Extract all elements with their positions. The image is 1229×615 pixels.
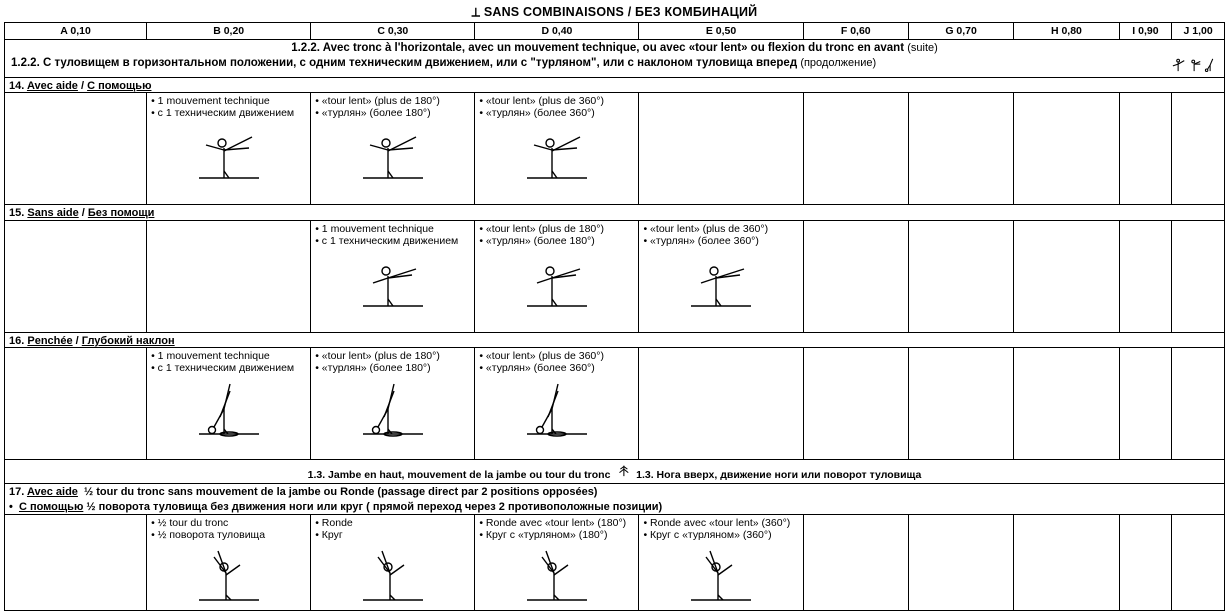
cell-16.J — [1172, 348, 1225, 460]
cell-14.F — [803, 93, 908, 205]
figure-legup-icon — [194, 545, 264, 603]
col-I: I 0,90 — [1119, 23, 1172, 40]
col-J: J 1,00 — [1172, 23, 1225, 40]
difficulty-table: A 0,10 B 0,20 C 0,30 D 0,40 E 0,50 F 0,6… — [4, 22, 1225, 611]
figure-arabesque-free-icon — [686, 251, 756, 309]
row-15.title: 15. Sans aide / Без помощи — [5, 205, 1225, 221]
cell-14.J — [1172, 93, 1225, 205]
row-14.content: • 1 mouvement technique• с 1 техническим… — [5, 93, 1225, 205]
figure-arabesque-hold-icon — [194, 123, 264, 181]
figure-arabesque-free-icon — [522, 251, 592, 309]
cell-16.F — [803, 348, 908, 460]
col-F: F 0,60 — [803, 23, 908, 40]
col-D: D 0,40 — [475, 23, 639, 40]
cell-17G — [908, 514, 1013, 610]
figure-penche-icon — [522, 379, 592, 437]
col-C: C 0,30 — [311, 23, 475, 40]
cell-16.B: • 1 mouvement technique• с 1 техническим… — [147, 348, 311, 460]
cell-15.A — [5, 220, 147, 332]
section-122-ru: 1.2.2. С туловищем в горизонтальном поло… — [5, 57, 1225, 77]
cell-17J — [1172, 514, 1225, 610]
cell-17E: • Ronde avec «tour lent» (360°)• Круг с … — [639, 514, 803, 610]
cell-16.D: • «tour lent» (plus de 360°)• «турлян» (… — [475, 348, 639, 460]
cell-17C: • Ronde• Круг — [311, 514, 475, 610]
cell-14.C: • «tour lent» (plus de 180°)• «турлян» (… — [311, 93, 475, 205]
cell-16.G — [908, 348, 1013, 460]
figure-penche-icon — [194, 379, 264, 437]
cell-16.H — [1014, 348, 1119, 460]
figure-legup-icon — [522, 545, 592, 603]
figure-legup-icon — [686, 545, 756, 603]
row-16.title: 16. Penchée / Глубокий наклон — [5, 332, 1225, 348]
col-E: E 0,50 — [639, 23, 803, 40]
col-A: A 0,10 — [5, 23, 147, 40]
cell-17I — [1119, 514, 1172, 610]
section-icons — [1170, 57, 1218, 74]
cell-15.G — [908, 220, 1013, 332]
row-14.title: 14. Avec aide / С помощью — [5, 77, 1225, 93]
row-17-title: 17. Avec aide ½ tour du tronc sans mouve… — [5, 484, 1225, 499]
cell-17A — [5, 514, 147, 610]
cell-14.I — [1119, 93, 1172, 205]
page-title: ⟂ SANS COMBINAISONS / БЕЗ КОМБИНАЦИЙ — [4, 4, 1225, 22]
cell-16.E — [639, 348, 803, 460]
cell-17B: • ½ tour du tronc• ½ поворота туловища — [147, 514, 311, 610]
cell-17F — [803, 514, 908, 610]
cell-17D: • Ronde avec «tour lent» (180°)• Круг с … — [475, 514, 639, 610]
cell-16.C: • «tour lent» (plus de 180°)• «турлян» (… — [311, 348, 475, 460]
cell-16.I — [1119, 348, 1172, 460]
cell-14.D: • «tour lent» (plus de 360°)• «турлян» (… — [475, 93, 639, 205]
cell-14.G — [908, 93, 1013, 205]
cell-14.B: • 1 mouvement technique• с 1 техническим… — [147, 93, 311, 205]
section-122-fr: 1.2.2. Avec tronc à l'horizontale, avec … — [5, 40, 1225, 58]
row-17-title-ru: • С помощью ½ поворота туловища без движ… — [5, 499, 1225, 514]
cell-15.H — [1014, 220, 1119, 332]
row-15.content: • 1 mouvement technique• с 1 техническим… — [5, 220, 1225, 332]
col-H: H 0,80 — [1014, 23, 1119, 40]
col-G: G 0,70 — [908, 23, 1013, 40]
col-B: B 0,20 — [147, 23, 311, 40]
figure-legup-icon — [358, 545, 428, 603]
cell-15.E: • «tour lent» (plus de 360°)• «турлян» (… — [639, 220, 803, 332]
figure-arabesque-free-icon — [358, 251, 428, 309]
section-13: 1.3. Jambe en haut, mouvement de la jamb… — [5, 460, 1225, 484]
row-16.content: • 1 mouvement technique• с 1 техническим… — [5, 348, 1225, 460]
figure-penche-icon — [358, 379, 428, 437]
figure-arabesque-hold-icon — [358, 123, 428, 181]
figure-arabesque-hold-icon — [522, 123, 592, 181]
cell-17H — [1014, 514, 1119, 610]
cell-14.A — [5, 93, 147, 205]
cell-14.E — [639, 93, 803, 205]
header-row: A 0,10 B 0,20 C 0,30 D 0,40 E 0,50 F 0,6… — [5, 23, 1225, 40]
cell-15.I — [1119, 220, 1172, 332]
cell-15.J — [1172, 220, 1225, 332]
cell-15.F — [803, 220, 908, 332]
cell-14.H — [1014, 93, 1119, 205]
cell-15.D: • «tour lent» (plus de 180°)• «турлян» (… — [475, 220, 639, 332]
cell-15.B — [147, 220, 311, 332]
row-17-content: • ½ tour du tronc• ½ поворота туловища• … — [5, 514, 1225, 610]
cell-15.C: • 1 mouvement technique• с 1 техническим… — [311, 220, 475, 332]
cell-16.A — [5, 348, 147, 460]
